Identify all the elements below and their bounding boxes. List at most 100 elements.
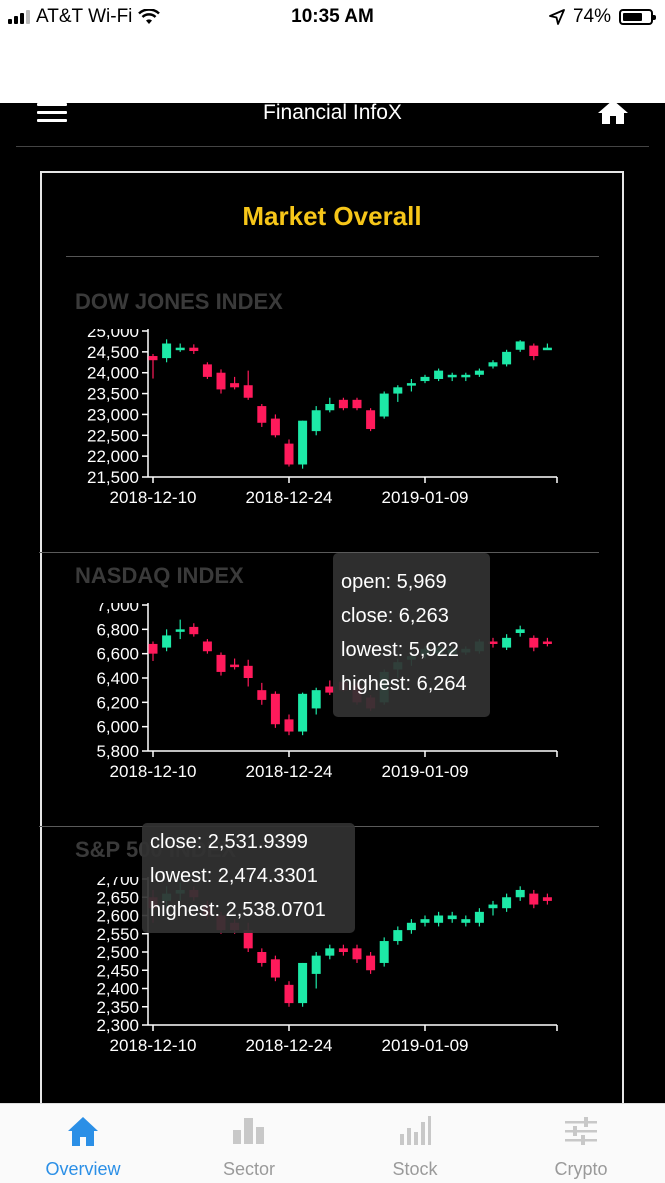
candle[interactable]: [284, 714, 294, 736]
nasdaq-chart[interactable]: 7,0006,8006,6006,4006,2006,0005,8002018-…: [0, 603, 665, 803]
tab-bar: Overview Sector Stock Crypto: [0, 1103, 665, 1183]
candle[interactable]: [542, 343, 552, 351]
candle[interactable]: [379, 391, 389, 419]
candle[interactable]: [406, 378, 416, 392]
y-tick-label: 2,350: [96, 998, 139, 1017]
candle[interactable]: [542, 637, 552, 647]
candle[interactable]: [311, 687, 321, 715]
status-bar: AT&T Wi-Fi 10:35 AM 74%: [0, 0, 665, 36]
y-tick-label: 5,800: [96, 742, 139, 761]
app-screen: Financial InfoX Market Overall DOW JONES…: [0, 103, 665, 1103]
tab-sector[interactable]: Sector: [166, 1104, 332, 1183]
candle[interactable]: [447, 372, 457, 382]
sp500-tooltip: close: 2,531.9399 lowest: 2,474.3301 hig…: [142, 823, 355, 933]
candle[interactable]: [352, 397, 362, 411]
candle[interactable]: [515, 625, 525, 637]
candle[interactable]: [270, 414, 280, 438]
candle[interactable]: [434, 911, 444, 927]
tab-stock[interactable]: Stock: [332, 1104, 498, 1183]
candle[interactable]: [529, 635, 539, 652]
candle[interactable]: [502, 634, 512, 651]
candle[interactable]: [270, 691, 280, 728]
candle[interactable]: [257, 404, 267, 427]
candle[interactable]: [393, 385, 403, 402]
candle-body: [284, 984, 294, 1004]
candle[interactable]: [202, 639, 212, 654]
candle-body: [311, 955, 321, 974]
candle[interactable]: [338, 944, 348, 956]
candle[interactable]: [434, 368, 444, 382]
x-tick-label: 2018-12-24: [246, 1036, 333, 1055]
candle[interactable]: [379, 937, 389, 967]
candle[interactable]: [311, 952, 321, 989]
candle[interactable]: [216, 369, 226, 394]
tab-crypto[interactable]: Crypto: [498, 1104, 664, 1183]
candle-body: [175, 347, 185, 351]
tooltip-line: highest: 6,264: [341, 673, 467, 695]
candle[interactable]: [461, 372, 471, 382]
candle[interactable]: [502, 893, 512, 912]
candle[interactable]: [257, 948, 267, 967]
candle[interactable]: [352, 944, 362, 963]
candle[interactable]: [162, 629, 172, 652]
candle[interactable]: [447, 911, 457, 923]
candle[interactable]: [243, 370, 253, 400]
candle[interactable]: [542, 893, 552, 905]
candle[interactable]: [162, 339, 172, 363]
candle[interactable]: [474, 368, 484, 377]
sp500-chart[interactable]: 2,7002,6502,6002,5502,5002,4502,4002,350…: [0, 877, 665, 1077]
candle[interactable]: [325, 944, 335, 960]
candle-body: [148, 643, 158, 654]
candle-body: [284, 443, 294, 465]
candle-body: [502, 897, 512, 909]
candle[interactable]: [502, 349, 512, 367]
candle[interactable]: [284, 439, 294, 467]
candle[interactable]: [311, 406, 321, 436]
candle[interactable]: [175, 343, 185, 352]
candle[interactable]: [393, 926, 403, 945]
candle[interactable]: [529, 343, 539, 361]
candle[interactable]: [325, 397, 335, 413]
candle[interactable]: [529, 889, 539, 909]
candle[interactable]: [474, 908, 484, 927]
candle[interactable]: [230, 376, 240, 390]
nasdaq-tooltip: open: 5,969 close: 6,263 lowest: 5,922 h…: [333, 553, 490, 717]
bar-chart-icon: [233, 1118, 264, 1144]
candle[interactable]: [461, 915, 471, 927]
candle[interactable]: [202, 362, 212, 379]
candle[interactable]: [189, 344, 199, 354]
candle[interactable]: [298, 962, 308, 1007]
candle[interactable]: [515, 886, 525, 901]
candle[interactable]: [284, 981, 294, 1007]
candle[interactable]: [338, 397, 348, 411]
candle[interactable]: [175, 619, 185, 640]
candle[interactable]: [366, 952, 376, 974]
candle[interactable]: [230, 658, 240, 670]
candle[interactable]: [243, 659, 253, 687]
candle[interactable]: [257, 682, 267, 705]
candle[interactable]: [488, 637, 498, 648]
menu-icon[interactable]: [37, 103, 67, 123]
candle[interactable]: [148, 641, 158, 661]
topbar-divider: [16, 146, 649, 147]
candle[interactable]: [298, 692, 308, 736]
candle[interactable]: [420, 374, 430, 384]
candle[interactable]: [406, 919, 416, 934]
candle[interactable]: [189, 623, 199, 637]
candle[interactable]: [515, 340, 525, 352]
candle-body: [474, 911, 484, 923]
candle[interactable]: [420, 915, 430, 927]
candle-body: [325, 404, 335, 411]
candle[interactable]: [298, 420, 308, 469]
candle[interactable]: [148, 353, 158, 379]
candle-body: [447, 374, 457, 378]
candle[interactable]: [488, 900, 498, 916]
candle[interactable]: [488, 360, 498, 369]
home-icon[interactable]: [597, 103, 629, 125]
tab-overview[interactable]: Overview: [0, 1104, 166, 1183]
candle[interactable]: [270, 955, 280, 982]
candle[interactable]: [366, 408, 376, 432]
candle[interactable]: [216, 652, 226, 676]
candle[interactable]: [325, 680, 335, 696]
